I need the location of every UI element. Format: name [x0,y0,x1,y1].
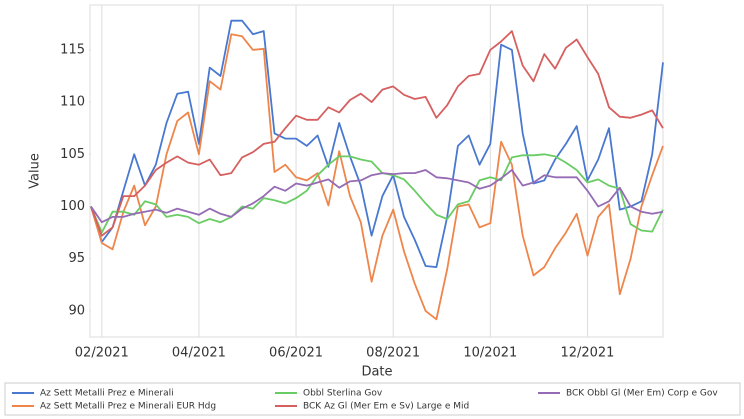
y-tick-label: 90 [68,303,85,318]
y-tick-label: 115 [60,42,85,57]
y-tick-label: 100 [60,199,85,214]
x-tick-label: 04/2021 [172,346,226,361]
legend-label: BCK Az Gl (Mer Em e Sv) Large e Mid [303,402,469,412]
y-tick-label: 105 [60,147,85,162]
series-line [90,153,664,234]
x-tick-label: 06/2021 [269,346,323,361]
legend-label: Az Sett Metalli Prez e Minerali [40,389,174,399]
series-line [90,19,664,268]
legend [4,382,741,416]
x-axis-label: Date [361,365,392,380]
plot-area [89,4,664,338]
x-tick-label: 10/2021 [463,346,517,361]
legend-label: Az Sett Metalli Prez e Minerali EUR Hdg [40,402,216,412]
y-axis-label: Value [28,153,43,189]
y-tick-label: 110 [60,95,85,110]
legend-label: BCK Obbl Gl (Mer Em) Corp e Gov [566,389,718,399]
y-tick-label: 95 [68,251,85,266]
series-line [90,30,664,237]
legend-label: Obbl Sterlina Gov [303,389,383,399]
x-tick-label: 08/2021 [366,346,420,361]
x-tick-label: 12/2021 [560,346,614,361]
series-line [90,169,664,224]
series-line [90,33,664,321]
x-tick-label: 02/2021 [75,346,129,361]
